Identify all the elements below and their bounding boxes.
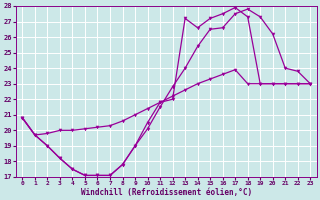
- X-axis label: Windchill (Refroidissement éolien,°C): Windchill (Refroidissement éolien,°C): [81, 188, 252, 197]
